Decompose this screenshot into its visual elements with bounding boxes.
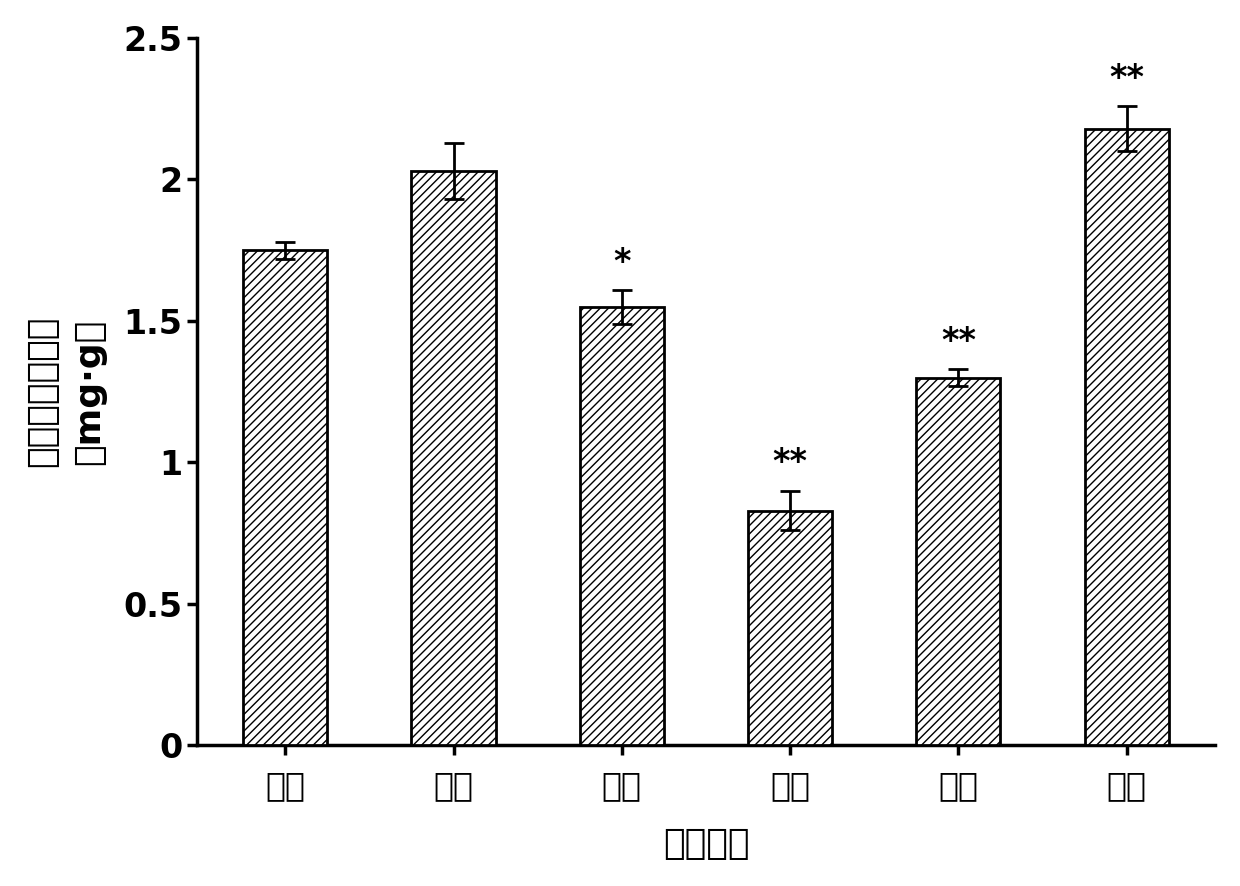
Bar: [1085, 128, 1169, 745]
Text: **: **: [773, 447, 807, 479]
Text: **: **: [941, 325, 976, 358]
Bar: [748, 510, 832, 745]
Bar: [916, 377, 1001, 745]
Text: **: **: [1109, 62, 1145, 95]
Bar: [580, 307, 663, 745]
Bar: [412, 171, 496, 745]
Bar: [243, 250, 327, 745]
Y-axis label: 盐藻黄素含量／
（mg·g）: 盐藻黄素含量／ （mg·g）: [25, 316, 107, 468]
Text: *: *: [613, 245, 631, 278]
X-axis label: 不同光质: 不同光质: [662, 827, 749, 861]
